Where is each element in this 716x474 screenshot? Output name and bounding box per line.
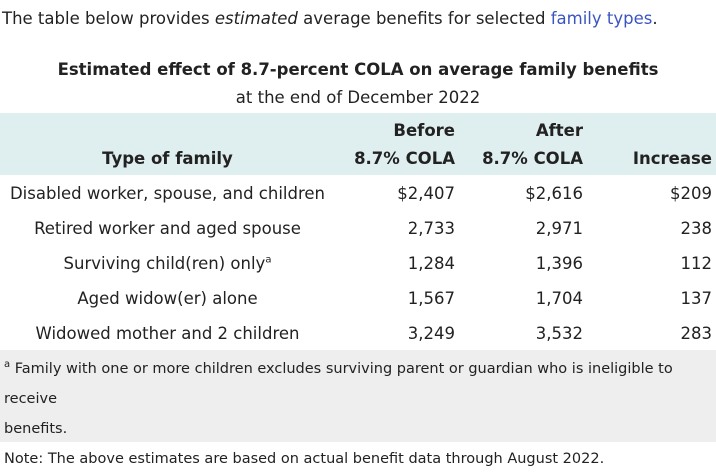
footnote-ref: a	[265, 254, 272, 266]
type-label: Widowed mother and 2 children	[35, 324, 300, 343]
cell-after: 2,971	[535, 219, 583, 238]
table-row: Surviving child(ren) onlya 1,284 1,396 1…	[0, 246, 716, 281]
table-row: Disabled worker, spouse, and children $2…	[0, 176, 716, 211]
cell-after: 1,396	[535, 254, 583, 273]
header-increase: Increase	[632, 149, 712, 168]
table-row: Widowed mother and 2 children 3,249 3,53…	[0, 316, 716, 351]
cell-after: $2,616	[525, 184, 583, 203]
cell-after: 1,704	[535, 289, 583, 308]
intro-text: The table below provides estimated avera…	[2, 9, 658, 28]
table-title: Estimated effect of 8.7-percent COLA on …	[57, 60, 659, 79]
cell-increase: 137	[680, 289, 713, 308]
intro-middle: average benefits for selected	[297, 9, 551, 28]
header-after-2: 8.7% COLA	[482, 149, 583, 168]
table-row: Aged widow(er) alone 1,567 1,704 137	[0, 281, 716, 316]
cell-before: $2,407	[397, 184, 455, 203]
intro-after: .	[652, 9, 658, 28]
cell-before: 2,733	[407, 219, 455, 238]
cell-before: 3,249	[407, 324, 455, 343]
cell-type: Aged widow(er) alone	[0, 289, 335, 308]
intro-before: The table below provides	[2, 9, 215, 28]
type-label: Disabled worker, spouse, and children	[9, 184, 326, 203]
table-subtitle: at the end of December 2022	[235, 88, 481, 107]
header-after-1: After	[535, 121, 583, 140]
cell-type: Retired worker and aged spouse	[0, 219, 335, 238]
cell-increase: 112	[680, 254, 713, 273]
footnote-marker: a	[4, 359, 11, 370]
table-header: Type of family Before 8.7% COLA After 8.…	[0, 113, 716, 175]
table-footer: a Family with one or more children exclu…	[0, 350, 716, 467]
family-types-link[interactable]: family types	[550, 9, 653, 28]
footnote-text: Family with one or more children exclude…	[4, 360, 673, 407]
cell-type: Widowed mother and 2 children	[0, 324, 335, 343]
cell-increase: 238	[680, 219, 713, 238]
note: Note: The above estimates are based on a…	[4, 450, 605, 467]
cell-increase: $209	[670, 184, 712, 203]
cell-type: Disabled worker, spouse, and children	[0, 184, 335, 203]
footnote-a: a Family with one or more children exclu…	[0, 350, 716, 414]
footnote-a-cont: benefits.	[4, 420, 68, 437]
header-before-2: 8.7% COLA	[354, 149, 455, 168]
header-type: Type of family	[102, 149, 233, 168]
cell-before: 1,567	[407, 289, 455, 308]
cell-type: Surviving child(ren) onlya	[0, 254, 335, 273]
type-label: Aged widow(er) alone	[77, 289, 258, 308]
cell-after: 3,532	[535, 324, 583, 343]
header-before-1: Before	[393, 121, 455, 140]
type-label: Retired worker and aged spouse	[34, 219, 301, 238]
intro-emphasis: estimated	[214, 9, 298, 28]
table-row: Retired worker and aged spouse 2,733 2,9…	[0, 211, 716, 246]
cell-increase: 283	[680, 324, 713, 343]
type-label: Surviving child(ren) only	[63, 254, 266, 273]
cell-before: 1,284	[407, 254, 455, 273]
